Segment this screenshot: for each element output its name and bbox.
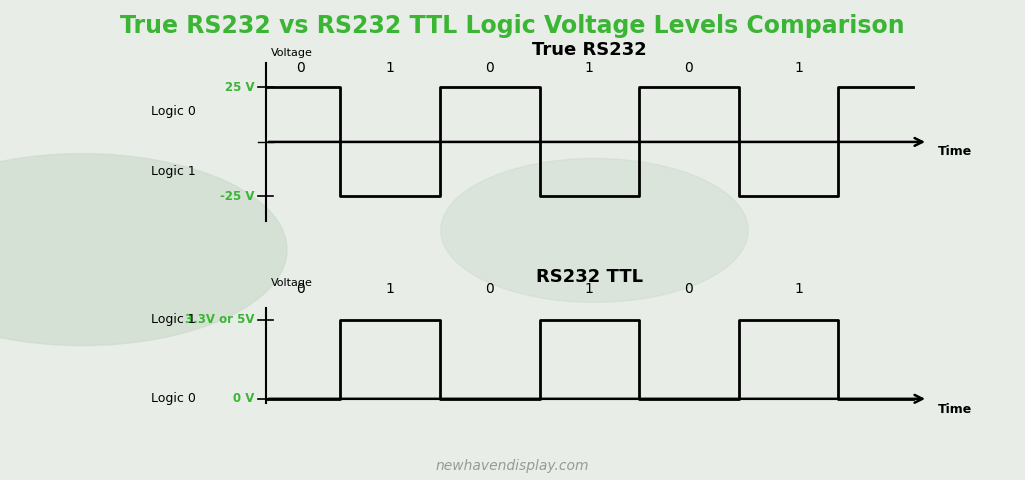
Text: 3.3V or 5V: 3.3V or 5V	[186, 313, 255, 326]
Text: newhavendisplay.com: newhavendisplay.com	[436, 459, 589, 473]
Text: 1: 1	[585, 282, 593, 296]
Text: 0: 0	[296, 61, 305, 75]
Text: 0: 0	[685, 282, 693, 296]
Text: 1: 1	[794, 61, 803, 75]
Text: Logic 1: Logic 1	[152, 166, 196, 179]
Text: Logic 0: Logic 0	[152, 106, 196, 119]
Text: 0: 0	[296, 282, 305, 296]
Text: 0: 0	[685, 61, 693, 75]
Text: True RS232: True RS232	[532, 41, 647, 59]
Text: 0 V: 0 V	[234, 392, 255, 405]
Text: Voltage: Voltage	[271, 48, 313, 58]
Text: Voltage: Voltage	[271, 278, 313, 288]
Text: Logic 0: Logic 0	[152, 392, 196, 405]
Text: True RS232 vs RS232 TTL Logic Voltage Levels Comparison: True RS232 vs RS232 TTL Logic Voltage Le…	[120, 14, 905, 38]
Text: 0: 0	[486, 282, 494, 296]
Text: 0: 0	[486, 61, 494, 75]
Text: 1: 1	[385, 282, 395, 296]
Text: RS232 TTL: RS232 TTL	[536, 268, 643, 286]
Text: 1: 1	[385, 61, 395, 75]
Text: 25 V: 25 V	[226, 81, 255, 94]
Text: 1: 1	[794, 282, 803, 296]
Text: Time: Time	[938, 144, 972, 157]
Circle shape	[0, 154, 287, 346]
Circle shape	[441, 158, 748, 302]
Text: Time: Time	[938, 403, 972, 416]
Text: -25 V: -25 V	[220, 190, 255, 203]
Text: Logic 1: Logic 1	[152, 313, 196, 326]
Text: 1: 1	[585, 61, 593, 75]
